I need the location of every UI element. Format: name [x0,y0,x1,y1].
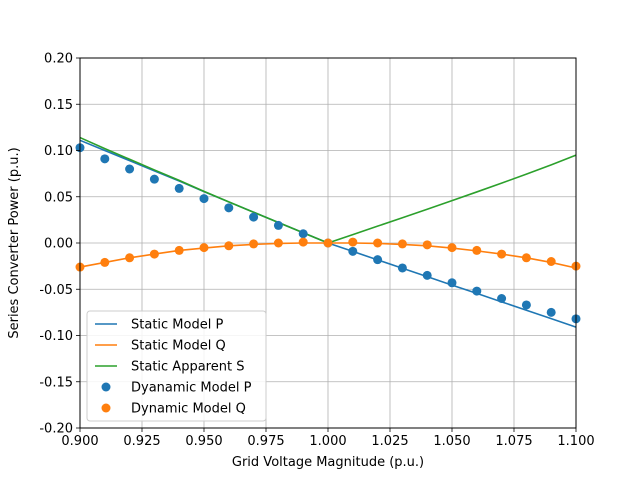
data-point-dyanamic-model-p [224,203,234,213]
y-tick-label: 0.10 [44,144,73,159]
x-tick-label: 0.925 [123,434,160,449]
x-tick-label: 1.025 [371,434,408,449]
data-point-dyanamic-model-p [472,286,482,296]
data-point-dynamic-model-q [125,253,135,263]
x-tick-label: 0.900 [61,434,98,449]
data-point-dyanamic-model-p [521,300,531,310]
data-point-dynamic-model-q [298,237,308,247]
legend-swatch [101,382,111,392]
x-axis-label: Grid Voltage Magnitude (p.u.) [232,455,424,470]
x-tick-label: 0.950 [185,434,222,449]
data-point-dyanamic-model-p [249,212,259,222]
data-point-dyanamic-model-p [497,294,507,303]
axis-ticks: 0.900 0.925 0.950 0.975 1.000 1.025 1.050 1.075… [39,52,594,450]
data-point-dyanamic-model-p [125,164,135,174]
x-tick-label: 1.075 [495,434,532,449]
y-tick-label: -0.15 [39,375,73,390]
y-axis-label: Series Converter Power (p.u.) [7,147,22,338]
legend: Static Model P Static Model Q Static Appar… [86,310,267,422]
data-point-dynamic-model-q [397,239,407,249]
legend-label: Dyanamic Model P [131,381,252,396]
data-point-dynamic-model-q [422,240,432,250]
y-tick-label: -0.10 [39,329,73,344]
y-tick-label: -0.05 [39,283,73,298]
y-tick-label: 0.00 [44,237,73,252]
data-point-dynamic-model-q [224,241,234,251]
x-tick-label: 0.975 [247,434,284,449]
grid-lines [79,57,577,429]
legend-label: Static Model P [131,318,223,333]
data-point-dyanamic-model-p [174,183,184,193]
data-point-dyanamic-model-p [298,229,308,239]
data-point-dyanamic-model-p [397,263,407,273]
y-tick-label: 0.15 [44,98,73,113]
data-point-dynamic-model-q [447,243,457,253]
data-point-dynamic-model-q [174,245,184,255]
series-layer [75,136,581,328]
y-tick-label: 0.20 [44,52,73,67]
data-point-dyanamic-model-p [100,154,110,164]
x-tick-label: 1.050 [433,434,470,449]
data-point-dyanamic-model-p [199,194,209,204]
data-point-dyanamic-model-p [273,220,283,230]
data-point-dynamic-model-q [521,253,531,263]
data-point-dynamic-model-q [472,245,482,255]
legend-label: Static Apparent S [131,360,244,375]
data-point-dynamic-model-q [249,239,259,249]
data-point-dyanamic-model-p [447,278,457,288]
legend-label: Dynamic Model Q [131,402,246,417]
data-point-dynamic-model-q [348,237,358,247]
x-tick-label: 1.000 [309,434,346,449]
data-point-dynamic-model-q [149,249,159,259]
data-point-dynamic-model-q [100,257,110,267]
data-point-dynamic-model-q [373,238,383,248]
legend-label: Static Model Q [131,339,226,354]
y-tick-label: 0.05 [44,190,73,205]
data-point-dynamic-model-q [546,257,556,266]
data-point-dynamic-model-q [273,238,283,248]
y-tick-label: -0.20 [39,422,73,437]
legend-box [86,310,267,422]
data-point-dynamic-model-q [199,243,209,253]
data-point-dyanamic-model-p [373,255,383,265]
data-point-dynamic-model-q [323,238,333,248]
legend-swatch [101,403,111,413]
data-point-dyanamic-model-p [546,307,556,317]
data-point-dyanamic-model-p [422,270,432,280]
data-point-dynamic-model-q [497,249,507,259]
data-point-dyanamic-model-p [348,246,358,256]
x-tick-label: 1.100 [557,434,594,449]
data-point-dyanamic-model-p [149,174,159,184]
